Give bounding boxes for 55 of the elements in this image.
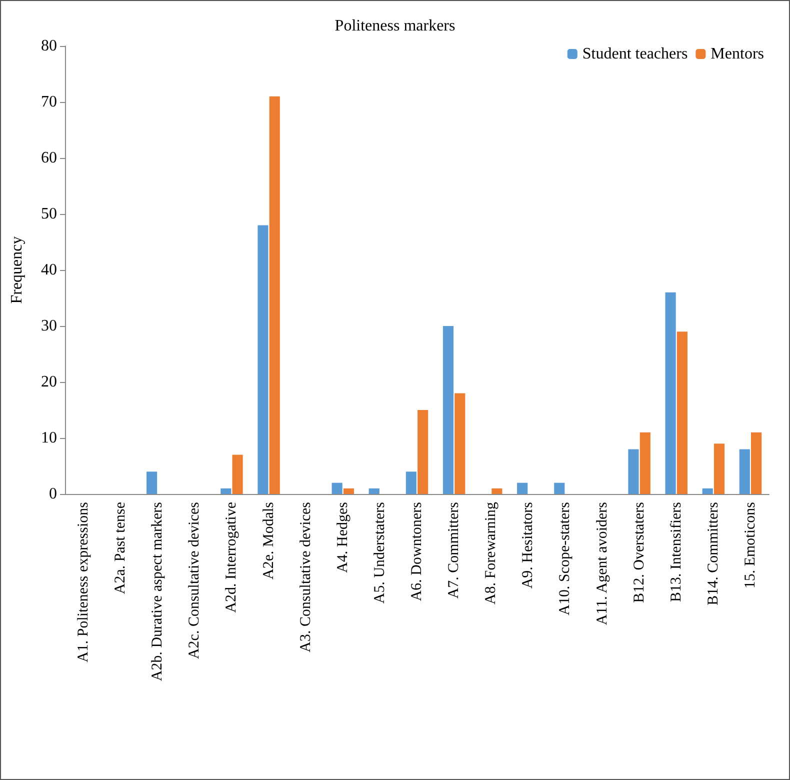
x-tick-label: A2d. Interrogative bbox=[224, 502, 240, 613]
x-tick-label: A9. Hesitators bbox=[520, 502, 536, 589]
bar bbox=[232, 454, 243, 494]
x-tick-label: B13. Intensifiers bbox=[668, 502, 684, 602]
y-tick-label: 10 bbox=[41, 430, 57, 446]
chart-title: Politeness markers bbox=[334, 18, 456, 34]
bar bbox=[406, 472, 416, 494]
y-tick-label: 50 bbox=[41, 206, 57, 222]
bar bbox=[442, 326, 454, 494]
bar bbox=[751, 432, 762, 494]
bar bbox=[454, 393, 466, 494]
bar bbox=[418, 410, 428, 494]
x-tick-label: B14. Committers bbox=[705, 502, 722, 606]
bar bbox=[628, 449, 639, 494]
legend-label: Student teachers bbox=[582, 46, 688, 62]
y-tick-label: 30 bbox=[41, 318, 57, 334]
bar bbox=[517, 482, 528, 494]
y-tick-label: 40 bbox=[41, 262, 57, 278]
y-tick-label: 70 bbox=[41, 94, 57, 110]
x-tick-label: A11. Agent avoiders bbox=[594, 502, 610, 626]
y-tick-label: 60 bbox=[41, 150, 57, 166]
x-tick-label: A2c. Consultative devices bbox=[186, 502, 203, 660]
bar bbox=[640, 432, 650, 494]
x-tick-label: A7. Committers bbox=[446, 502, 462, 599]
x-tick-label: A6. Downtoners bbox=[409, 502, 425, 602]
x-tick-label: 15. Emoticons bbox=[742, 502, 758, 589]
bar bbox=[554, 482, 565, 494]
x-tick-label: A3. Consultative devices bbox=[298, 502, 314, 652]
bar bbox=[492, 488, 502, 494]
y-tick-label: 80 bbox=[41, 38, 57, 54]
bar bbox=[258, 225, 268, 494]
bar bbox=[269, 96, 280, 494]
bar bbox=[665, 292, 676, 494]
bar bbox=[332, 482, 342, 494]
bar bbox=[343, 488, 354, 494]
bar bbox=[146, 472, 158, 494]
bar bbox=[676, 332, 688, 494]
y-tick-label: 20 bbox=[41, 374, 57, 390]
x-tick-label: A8. Forewarning bbox=[483, 502, 500, 604]
bar bbox=[220, 488, 232, 494]
bar bbox=[702, 488, 713, 494]
x-tick-label: A1. Politeness expressions bbox=[76, 502, 92, 662]
x-tick-label: A2a. Past tense bbox=[112, 502, 129, 594]
x-tick-label: A4. Hedges bbox=[334, 502, 351, 573]
y-tick-label: 0 bbox=[49, 486, 57, 502]
bar bbox=[368, 488, 380, 494]
x-tick-label: A10. Scope-staters bbox=[557, 502, 574, 616]
y-axis-title: Frequency bbox=[8, 236, 26, 304]
x-tick-label: A2e. Modals bbox=[260, 502, 277, 580]
x-tick-label: B12. Overstaters bbox=[631, 502, 648, 603]
x-tick-label: A2b. Durative aspect markers bbox=[150, 502, 166, 682]
bar bbox=[739, 449, 750, 494]
legend-label: Mentors bbox=[710, 46, 764, 62]
bar bbox=[714, 444, 725, 494]
x-tick-label: A5. Understaters bbox=[372, 502, 388, 604]
